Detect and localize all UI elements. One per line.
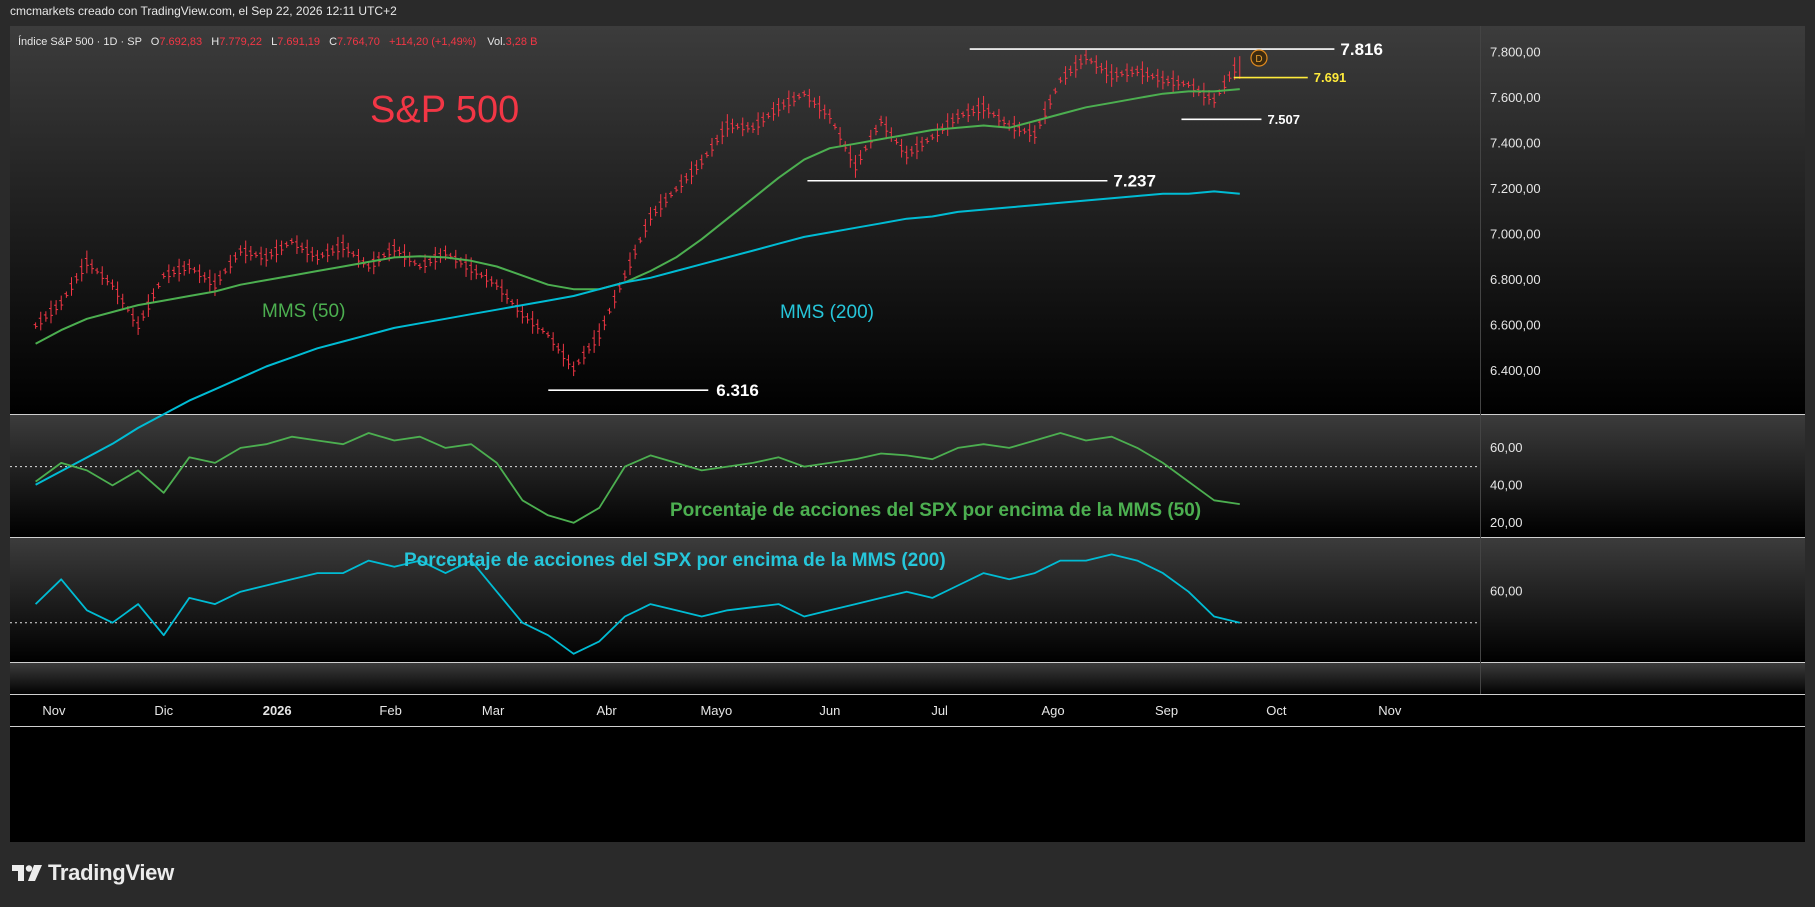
breadth-axis-tick[interactable]: 60,00 xyxy=(1490,584,1523,599)
volume-label: Vol. xyxy=(487,36,505,48)
chart-canvas[interactable]: 7.800,00 7.600,00 7.400,00 7.200,00 7.000,00… xyxy=(10,26,1805,842)
time-axis-label[interactable]: Abr xyxy=(596,703,617,718)
horizontal-level-label: 7.507 xyxy=(1267,112,1300,127)
price-axis-tick[interactable]: 7.200,00 xyxy=(1490,181,1541,196)
open-label: O xyxy=(151,36,160,48)
horizontal-level-label: 7.816 xyxy=(1340,40,1383,59)
close-value: 7.764,70 xyxy=(337,36,380,48)
chart-frame[interactable]: 7.800,00 7.600,00 7.400,00 7.200,00 7.000,00… xyxy=(10,26,1805,842)
ma200-line[interactable] xyxy=(35,190,1240,486)
tradingview-wordmark: TradingView xyxy=(48,860,174,885)
ma200-label: MMS (200) xyxy=(780,302,874,323)
time-axis-label[interactable]: Oct xyxy=(1266,703,1287,718)
ma200-breadth-title: Porcentaje de acciones del SPX por encim… xyxy=(404,550,946,571)
horizontal-level-label: 7.237 xyxy=(1113,172,1156,191)
low-value: 7.691,19 xyxy=(277,36,320,48)
open-value: 7.692,83 xyxy=(159,36,202,48)
price-axis-tick[interactable]: 7.600,00 xyxy=(1490,90,1541,105)
time-axis-label[interactable]: Feb xyxy=(379,703,401,718)
high-label: H xyxy=(211,36,219,48)
ma200-breadth-line[interactable] xyxy=(34,553,1241,655)
time-axis-label[interactable]: Nov xyxy=(42,703,66,718)
volume-value: 3,28 B xyxy=(506,36,538,48)
main-pane-background xyxy=(10,26,1805,414)
ohlc-legend[interactable]: Índice S&P 500 · 1D · SP O7.692,83 H7.77… xyxy=(18,35,537,48)
ma200-breadth-pane[interactable]: 60,00 xyxy=(10,553,1523,655)
pane-2-background xyxy=(10,538,1805,662)
tradingview-logo[interactable]: TradingView xyxy=(12,860,174,886)
time-axis-label[interactable]: Nov xyxy=(1378,703,1402,718)
price-bars[interactable] xyxy=(33,50,1241,377)
ma50-breadth-title: Porcentaje de acciones del SPX por encim… xyxy=(670,500,1201,521)
change-value: +114,20 (+1,49%) xyxy=(389,36,476,48)
realtime-badge-letter: D xyxy=(1255,54,1262,65)
close-label: C xyxy=(329,36,337,48)
pane-1-background xyxy=(10,414,1805,536)
price-axis-tick[interactable]: 6.800,00 xyxy=(1490,272,1541,287)
time-axis[interactable]: Nov Dic 2026 Feb Mar Abr Mayo Jun Jul Ago Sep Oct No… xyxy=(42,703,1402,718)
horizontal-level-label: 6.316 xyxy=(716,381,759,400)
price-axis-tick[interactable]: 6.400,00 xyxy=(1490,363,1541,378)
ma50-label: MMS (50) xyxy=(262,301,345,322)
breadth-axis-tick[interactable]: 40,00 xyxy=(1490,477,1523,492)
price-axis-tick[interactable]: 7.800,00 xyxy=(1490,45,1541,60)
breadth-axis-tick[interactable]: 60,00 xyxy=(1490,440,1523,455)
realtime-badge-icon[interactable] xyxy=(1250,49,1268,67)
ma50-line[interactable] xyxy=(35,88,1240,345)
price-axis-tick[interactable]: 7.000,00 xyxy=(1490,227,1541,242)
horizontal-level-label: 7.691 xyxy=(1314,70,1347,85)
symbol-name[interactable]: Índice S&P 500 · 1D · SP xyxy=(18,35,142,48)
ma50-breadth-line[interactable] xyxy=(35,432,1240,524)
high-value: 7.779,22 xyxy=(219,36,262,48)
chart-title: S&P 500 xyxy=(370,89,519,131)
time-axis-label[interactable]: Mar xyxy=(482,703,505,718)
tradingview-logo-icon xyxy=(12,865,42,881)
price-axis-tick[interactable]: 7.400,00 xyxy=(1490,136,1541,151)
time-axis-label[interactable]: Sep xyxy=(1155,703,1178,718)
ma50-breadth-pane[interactable]: 60,00 40,00 20,00 xyxy=(10,432,1523,530)
price-pane[interactable]: 7.800,00 7.600,00 7.400,00 7.200,00 7.000,00… xyxy=(33,40,1541,486)
empty-pane-background xyxy=(10,663,1805,695)
time-axis-label[interactable]: 2026 xyxy=(263,703,292,718)
time-axis-label[interactable]: Ago xyxy=(1042,703,1065,718)
chart-source-caption: cmcmarkets creado con TradingView.com, e… xyxy=(10,4,397,18)
time-axis-label[interactable]: Mayo xyxy=(700,703,732,718)
time-axis-label[interactable]: Jul xyxy=(931,703,948,718)
low-label: L xyxy=(271,36,277,48)
breadth-axis-tick[interactable]: 20,00 xyxy=(1490,515,1523,530)
time-axis-label[interactable]: Jun xyxy=(819,703,840,718)
time-axis-label[interactable]: Dic xyxy=(154,703,173,718)
price-axis-tick[interactable]: 6.600,00 xyxy=(1490,318,1541,333)
